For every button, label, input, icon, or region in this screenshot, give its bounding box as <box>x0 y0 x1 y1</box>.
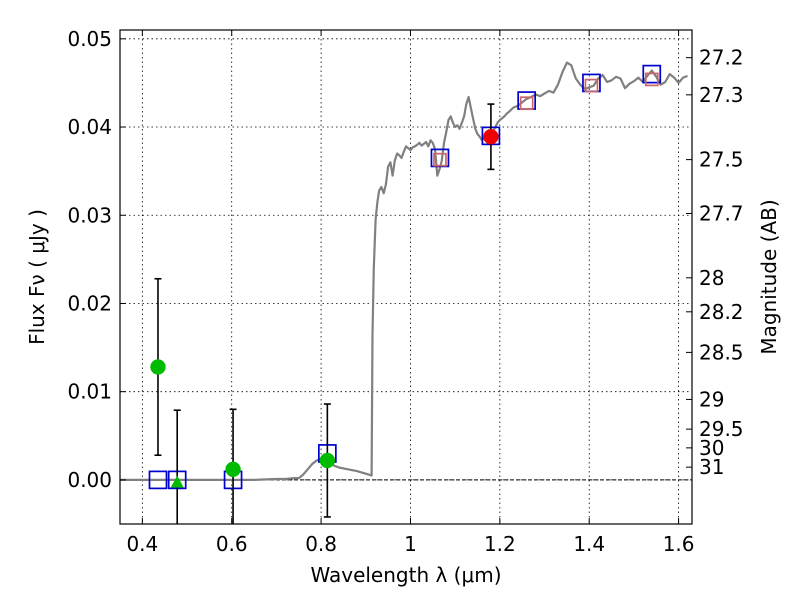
y2-tick-label: 27.5 <box>699 148 744 172</box>
photometry-square <box>584 78 599 93</box>
x-tick-label: 1.6 <box>663 532 695 556</box>
photometry-square <box>644 72 659 87</box>
measurement-point <box>483 128 499 145</box>
y2-tick-label: 28.2 <box>699 300 744 324</box>
y2-tick-label: 27.7 <box>699 201 744 225</box>
spectrum-line <box>120 61 688 481</box>
tick-layer: 0.4 0.6 0.8 1 1.2 1.4 1.6 0.00 0.01 0.02 0.03 0.04 0… <box>67 27 743 556</box>
marker-layer <box>148 64 662 524</box>
x-axis-title: Wavelength λ (μm) <box>310 563 501 587</box>
y2-tick-label: 27.2 <box>699 46 744 70</box>
y2-tick-label: 29 <box>699 387 724 411</box>
y-tick-label: 0.04 <box>67 115 112 139</box>
spectrum-layer <box>120 61 688 481</box>
y2-tick-label: 28.5 <box>699 340 744 364</box>
measurement-point <box>150 359 166 375</box>
plot-frame <box>119 29 693 525</box>
y-axis-title: Flux Fν ( μJy ) <box>25 209 49 345</box>
photometry-square <box>642 64 662 84</box>
y-tick-label: 0.01 <box>67 380 112 404</box>
y-tick-label: 0.00 <box>67 468 112 492</box>
y2-tick-label: 27.3 <box>699 83 744 107</box>
x-tick-label: 1.2 <box>484 532 516 556</box>
y2-tick-label: 28 <box>699 266 724 290</box>
photometry-square <box>519 96 534 111</box>
x-tick-label: 1.4 <box>573 532 605 556</box>
x-tick-label: 1 <box>404 532 417 556</box>
y-tick-label: 0.05 <box>67 27 112 51</box>
y2-tick-label: 30 <box>699 436 724 460</box>
y2-axis-title: Magnitude (AB) <box>757 199 781 354</box>
measurement-triangle <box>170 475 184 488</box>
measurement-point <box>225 461 241 478</box>
photometry-square <box>148 470 168 490</box>
measurement-point <box>319 452 336 469</box>
y-tick-label: 0.03 <box>67 203 112 227</box>
y2-tick-label: 29.5 <box>699 417 744 441</box>
y-tick-label: 0.02 <box>67 291 112 315</box>
x-tick-label: 0.8 <box>305 532 337 556</box>
photometry-square <box>433 152 447 167</box>
x-tick-label: 0.6 <box>216 532 248 556</box>
y2-tick-label: 31 <box>699 455 724 479</box>
x-tick-label: 0.4 <box>126 532 158 556</box>
